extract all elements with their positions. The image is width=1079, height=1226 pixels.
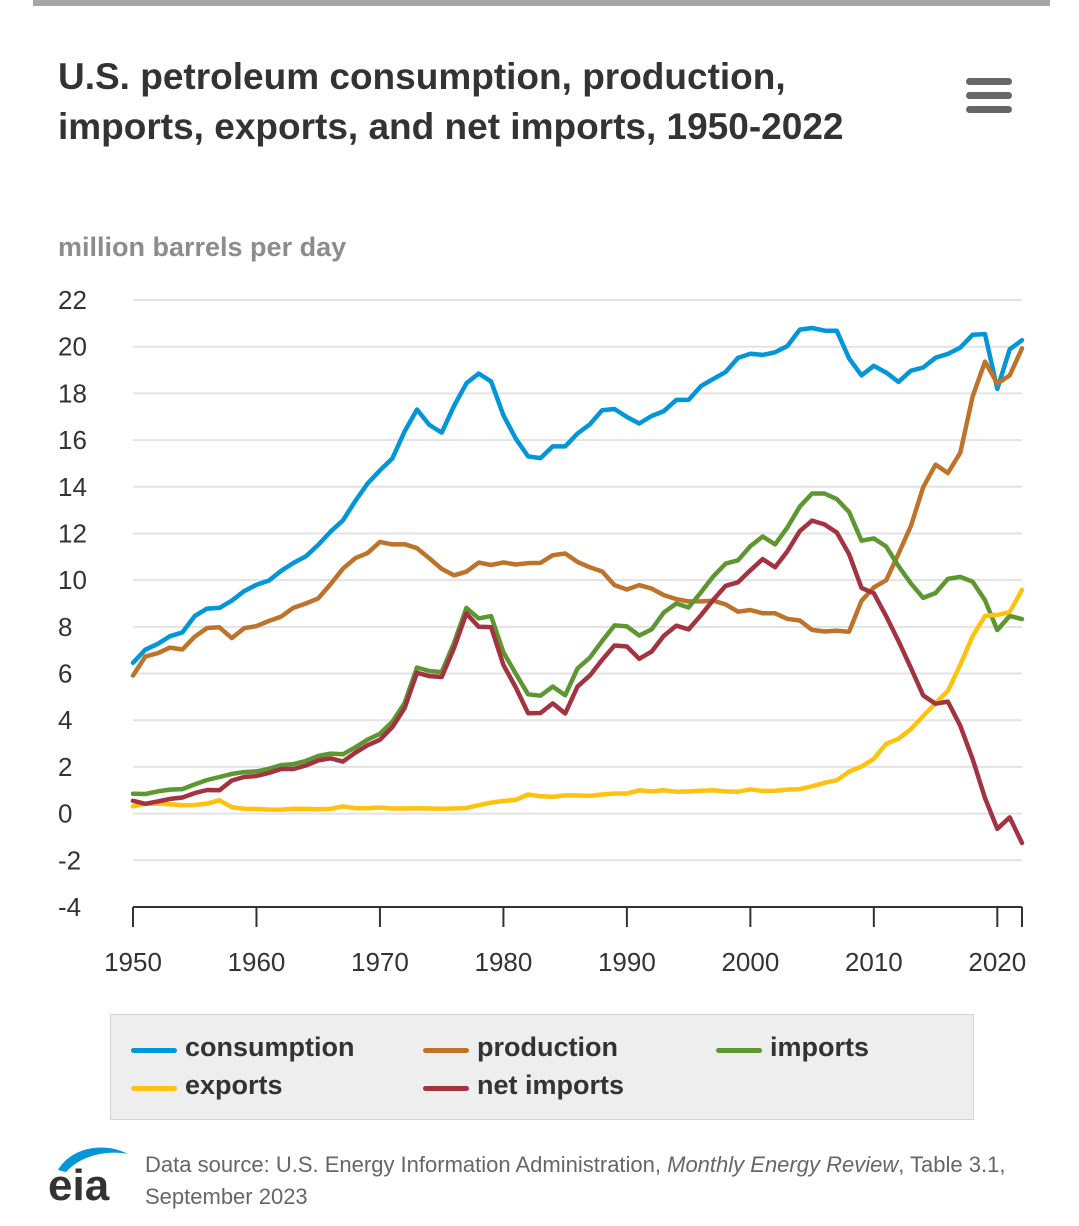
x-axis: 1950 1960 1970 1980 1990 2000 2010 2020 — [104, 906, 1026, 977]
top-divider — [33, 0, 1050, 6]
line-chart: -4 -2 0 2 4 6 8 10 12 14 16 18 20 22 1950 1960 1970 1980… — [58, 285, 1026, 977]
series-line-consumption — [130, 325, 1025, 666]
x-tick-label: 1950 — [104, 947, 162, 977]
y-tick-label: 12 — [58, 518, 87, 548]
legend-swatch-consumption — [131, 1048, 177, 1053]
legend-label-imports: imports — [770, 1032, 870, 1062]
legend: consumption production imports exports n… — [110, 1014, 974, 1120]
legend-label-exports: exports — [185, 1070, 283, 1100]
legend-swatch-net-imports — [423, 1086, 469, 1091]
y-tick-label: 22 — [58, 285, 87, 315]
y-axis-unit-label: million barrels per day — [58, 232, 347, 262]
y-tick-label: 4 — [58, 705, 72, 735]
x-tick-label: 2020 — [968, 947, 1026, 977]
legend-label-consumption: consumption — [185, 1032, 355, 1062]
source-suffix: , Table 3.1, September 2023 — [145, 1152, 1006, 1209]
y-tick-label: 8 — [58, 612, 72, 642]
eia-logo-icon: eia — [48, 1147, 128, 1206]
series-lines — [130, 325, 1025, 846]
y-tick-label: 20 — [58, 332, 87, 362]
y-tick-label: 16 — [58, 425, 87, 455]
y-tick-label: 10 — [58, 565, 87, 595]
y-tick-label: 0 — [58, 799, 72, 829]
legend-label-production: production — [477, 1032, 618, 1062]
x-tick-label: 1990 — [598, 947, 656, 977]
y-tick-label: 6 — [58, 659, 72, 689]
x-tick-label: 2010 — [845, 947, 903, 977]
x-tick-label: 2000 — [721, 947, 779, 977]
hamburger-menu-icon[interactable] — [966, 78, 1012, 114]
x-tick-label: 1980 — [474, 947, 532, 977]
chart-title: U.S. petroleum consumption, production, … — [58, 56, 844, 147]
y-tick-label: 18 — [58, 378, 87, 408]
legend-swatch-exports — [131, 1086, 177, 1091]
y-tick-label: 2 — [58, 752, 72, 782]
source-prefix: Data source: U.S. Energy Information Adm… — [145, 1152, 668, 1177]
y-tick-label: 14 — [58, 472, 87, 502]
series-line-exports — [130, 587, 1025, 812]
svg-text:eia: eia — [48, 1161, 110, 1206]
y-tick-label: -4 — [58, 892, 81, 922]
series-line-production — [130, 346, 1025, 678]
legend-swatch-production — [423, 1048, 469, 1053]
series-line-net-imports — [130, 518, 1025, 846]
source-publication: Monthly Energy Review — [667, 1152, 899, 1177]
legend-label-net-imports: net imports — [477, 1070, 625, 1100]
y-tick-label: -2 — [58, 845, 81, 875]
x-tick-label: 1970 — [351, 947, 409, 977]
series-line-imports — [130, 491, 1025, 797]
legend-swatch-imports — [716, 1048, 762, 1053]
x-tick-label: 1960 — [228, 947, 286, 977]
y-axis-ticks: -4 -2 0 2 4 6 8 10 12 14 16 18 20 22 — [58, 285, 87, 922]
data-source-note: Data source: U.S. Energy Information Adm… — [145, 1149, 1079, 1213]
